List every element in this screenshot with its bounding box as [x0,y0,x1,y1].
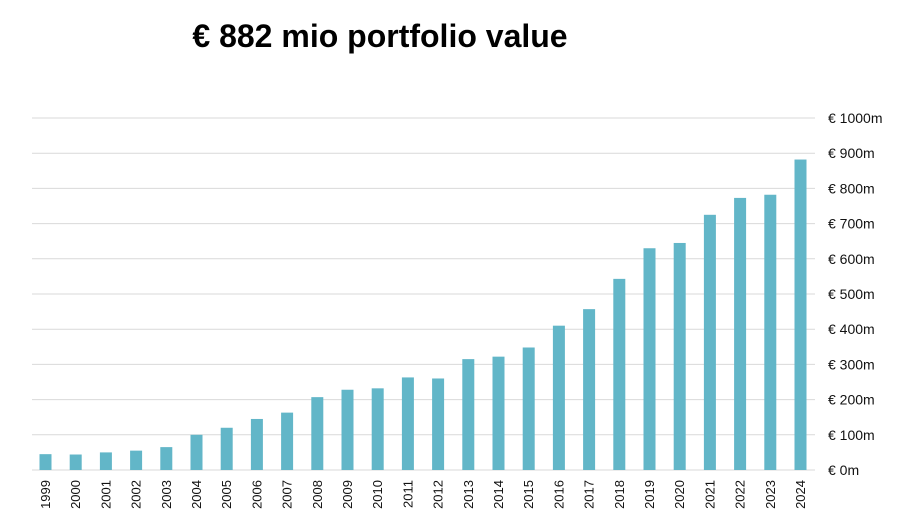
x-tick-label: 2019 [642,480,657,509]
x-tick-label: 2017 [582,480,597,509]
bar [432,378,445,470]
x-tick-label: 2005 [219,480,234,509]
y-tick-label: € 200m [828,392,875,408]
y-tick-label: € 400m [828,321,875,337]
x-tick-label: 2020 [672,480,687,509]
bar [190,434,203,470]
x-tick-label: 2022 [733,480,748,509]
bar [250,418,263,470]
y-tick-label: € 100m [828,427,875,443]
x-tick-label: 2015 [521,480,536,509]
bar [703,214,716,470]
x-tick-label: 2016 [551,480,566,509]
x-tick-label: 2008 [310,480,325,509]
y-tick-label: € 600m [828,251,875,267]
bar [39,454,52,470]
x-tick-label: 2014 [491,480,506,509]
bar [492,356,505,470]
bar [522,347,535,470]
bar [613,278,626,470]
y-tick-label: € 0m [828,462,859,478]
x-tick-label: 2012 [431,480,446,509]
bar [764,194,777,470]
y-tick-label: € 300m [828,356,875,372]
y-tick-label: € 700m [828,216,875,232]
bar [160,447,173,470]
x-tick-label: 2009 [340,480,355,509]
bar [281,412,294,470]
bar [311,397,324,470]
x-tick-label: 2011 [400,480,415,508]
bar [341,389,354,470]
x-tick-label: 2023 [763,480,778,509]
x-tick-label: 1999 [38,480,53,509]
x-tick-label: 2007 [280,480,295,509]
x-tick-label: 2024 [793,480,808,509]
bar [401,377,414,470]
bar [462,359,475,470]
x-tick-label: 2004 [189,480,204,509]
bar [552,325,565,470]
x-tick-label: 2000 [68,480,83,509]
x-tick-label: 2010 [370,480,385,509]
x-tick-label: 2003 [159,480,174,509]
chart-title: € 882 mio portfolio value [192,18,568,54]
y-tick-label: € 1000m [828,110,882,126]
x-tick-label: 2001 [98,480,113,509]
x-tick-label: 2018 [612,480,627,509]
x-tick-label: 2006 [249,480,264,509]
bar [583,309,596,470]
bar [130,450,143,470]
bar [794,159,807,470]
bar [673,242,686,470]
y-tick-label: € 800m [828,180,875,196]
bar [69,454,82,470]
bar [99,452,112,470]
x-tick-label: 2013 [461,480,476,509]
bar [734,197,747,471]
y-tick-label: € 900m [828,145,875,161]
x-tick-label: 2021 [702,480,717,509]
bar [643,248,656,470]
y-tick-label: € 500m [828,286,875,302]
x-tick-label: 2002 [129,480,144,509]
bar [371,388,384,470]
bar [220,427,233,470]
